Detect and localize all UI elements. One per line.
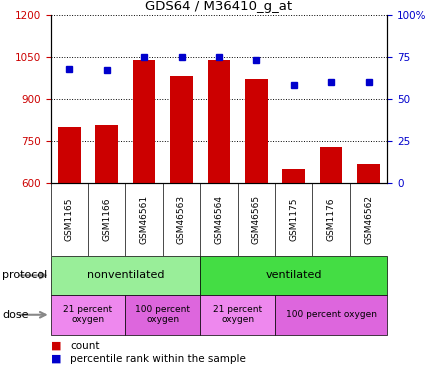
Bar: [275, 295, 387, 335]
Bar: [51, 295, 125, 335]
Bar: [170, 76, 193, 183]
Text: GSM1165: GSM1165: [65, 198, 74, 241]
Bar: [51, 256, 200, 295]
Text: 21 percent
oxygen: 21 percent oxygen: [63, 305, 113, 325]
Text: dose: dose: [2, 310, 29, 320]
Text: GSM46561: GSM46561: [139, 195, 149, 244]
Text: percentile rank within the sample: percentile rank within the sample: [70, 354, 246, 364]
Bar: [282, 169, 305, 183]
Bar: [357, 164, 380, 183]
Text: nonventilated: nonventilated: [87, 270, 164, 280]
Bar: [58, 127, 81, 183]
Text: GSM46563: GSM46563: [177, 195, 186, 244]
Bar: [245, 79, 268, 183]
Text: ■: ■: [51, 341, 61, 351]
Bar: [95, 126, 118, 183]
Text: GSM46565: GSM46565: [252, 195, 261, 244]
Bar: [320, 146, 342, 183]
Text: protocol: protocol: [2, 270, 48, 280]
Bar: [200, 295, 275, 335]
Text: GSM1175: GSM1175: [289, 198, 298, 241]
Text: count: count: [70, 341, 100, 351]
Text: ■: ■: [51, 354, 61, 364]
Bar: [133, 60, 155, 183]
Text: 100 percent
oxygen: 100 percent oxygen: [136, 305, 190, 325]
Text: GSM46562: GSM46562: [364, 195, 373, 244]
Text: GSM1176: GSM1176: [326, 198, 336, 241]
Text: GSM46564: GSM46564: [214, 195, 224, 244]
Text: GSM1166: GSM1166: [102, 198, 111, 241]
Text: 21 percent
oxygen: 21 percent oxygen: [213, 305, 262, 325]
Text: 100 percent oxygen: 100 percent oxygen: [286, 310, 377, 319]
Bar: [208, 60, 230, 183]
Bar: [125, 295, 200, 335]
Text: ventilated: ventilated: [265, 270, 322, 280]
Title: GDS64 / M36410_g_at: GDS64 / M36410_g_at: [145, 0, 293, 14]
Bar: [200, 256, 387, 295]
